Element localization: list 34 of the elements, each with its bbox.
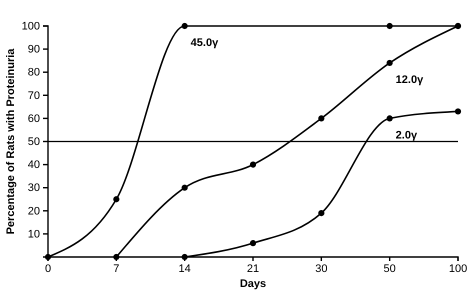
y-tick-label: 90 bbox=[28, 44, 40, 56]
point bbox=[318, 210, 324, 216]
point bbox=[182, 22, 188, 30]
point bbox=[250, 162, 256, 168]
x-tick-label: 30 bbox=[315, 262, 328, 275]
x-tick-label: 50 bbox=[384, 262, 396, 275]
x-tick-label: 100 bbox=[448, 262, 468, 275]
y-tick-label: 30 bbox=[28, 182, 40, 194]
y-tick-label: 80 bbox=[28, 66, 40, 79]
point bbox=[386, 60, 393, 66]
x-tick-label: 14 bbox=[178, 262, 191, 275]
point bbox=[386, 22, 393, 30]
point bbox=[318, 115, 324, 122]
y-tick-label: 40 bbox=[28, 159, 40, 172]
point bbox=[182, 184, 188, 191]
series-label: 2.0γ bbox=[396, 129, 418, 142]
y-tick-label: 20 bbox=[28, 205, 40, 218]
point bbox=[454, 108, 462, 115]
series-label: 45.0γ bbox=[190, 37, 220, 49]
x-axis-title: Days bbox=[240, 278, 266, 290]
x-tick-label: 0 bbox=[44, 262, 52, 275]
y-tick-label: 10 bbox=[28, 228, 40, 240]
y-tick-label: 60 bbox=[28, 112, 40, 125]
series-label: 12.0γ bbox=[396, 74, 424, 86]
y-tick-label: 50 bbox=[28, 136, 40, 148]
x-tick-label: 7 bbox=[113, 262, 120, 275]
y-tick-label: 100 bbox=[22, 20, 40, 33]
point bbox=[386, 115, 393, 122]
point bbox=[113, 196, 120, 202]
x-tick-label: 21 bbox=[246, 262, 260, 275]
y-tick-label: 70 bbox=[28, 90, 40, 102]
y-axis-title: Percentage of Rats with Proteinuria bbox=[5, 48, 17, 234]
point bbox=[454, 22, 462, 30]
point bbox=[250, 240, 256, 246]
